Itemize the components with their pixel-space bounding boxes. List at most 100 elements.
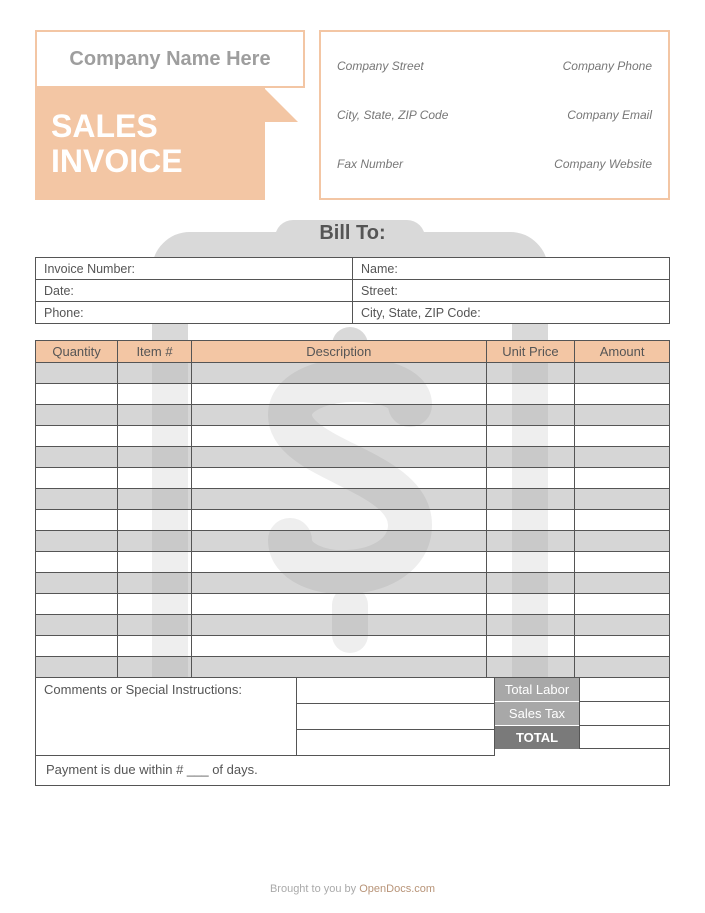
sales-tax-value (579, 702, 669, 726)
col-quantity: Quantity (36, 341, 118, 363)
table-cell (36, 405, 118, 426)
table-cell (575, 552, 670, 573)
table-cell (486, 447, 574, 468)
table-cell (486, 426, 574, 447)
table-row (36, 636, 670, 657)
table-cell (118, 426, 192, 447)
table-cell (575, 531, 670, 552)
table-cell (118, 657, 192, 678)
company-website-label: Company Website (554, 157, 652, 171)
table-cell (575, 489, 670, 510)
table-row (36, 615, 670, 636)
table-cell (486, 657, 574, 678)
table-cell (486, 615, 574, 636)
table-cell (118, 594, 192, 615)
table-cell (36, 552, 118, 573)
company-email-label: Company Email (567, 108, 652, 122)
table-cell (36, 510, 118, 531)
table-row (36, 657, 670, 678)
table-cell (191, 594, 486, 615)
comments-label: Comments or Special Instructions: (36, 678, 297, 756)
table-cell (575, 405, 670, 426)
table-row (36, 510, 670, 531)
table-cell (191, 363, 486, 384)
table-cell (36, 636, 118, 657)
title-line-1: SALES (51, 109, 265, 144)
footer-link: OpenDocs.com (359, 883, 435, 895)
document-title: SALES INVOICE (35, 88, 265, 200)
table-cell (118, 489, 192, 510)
bill-name-label: Name: (353, 258, 670, 280)
table-cell (36, 489, 118, 510)
table-cell (191, 468, 486, 489)
total-labor-value (579, 678, 669, 702)
table-cell (191, 405, 486, 426)
comments-area (297, 678, 495, 756)
table-row (36, 363, 670, 384)
table-cell (36, 573, 118, 594)
bill-to-table: Invoice Number: Name: Date: Street: Phon… (35, 257, 670, 324)
table-cell (486, 363, 574, 384)
table-cell (575, 468, 670, 489)
bill-street-label: Street: (353, 280, 670, 302)
table-cell (191, 531, 486, 552)
table-row (36, 594, 670, 615)
table-cell (118, 531, 192, 552)
table-cell (575, 594, 670, 615)
table-cell (486, 510, 574, 531)
table-cell (191, 573, 486, 594)
table-cell (118, 363, 192, 384)
table-cell (191, 489, 486, 510)
company-fax-label: Fax Number (337, 157, 403, 171)
table-cell (191, 552, 486, 573)
sales-tax-label: Sales Tax (495, 702, 579, 726)
company-city-label: City, State, ZIP Code (337, 108, 448, 122)
company-info-box: Company Street Company Phone City, State… (319, 30, 670, 200)
bill-city-label: City, State, ZIP Code: (353, 302, 670, 324)
title-line-2: INVOICE (51, 144, 265, 179)
table-cell (36, 531, 118, 552)
table-cell (486, 552, 574, 573)
table-cell (575, 657, 670, 678)
payment-terms: Payment is due within # ___ of days. (35, 756, 670, 786)
bill-date-label: Date: (36, 280, 353, 302)
table-cell (36, 363, 118, 384)
table-cell (36, 615, 118, 636)
table-cell (486, 636, 574, 657)
table-cell (575, 384, 670, 405)
table-row (36, 405, 670, 426)
company-street-label: Company Street (337, 59, 424, 73)
table-cell (118, 636, 192, 657)
table-cell (486, 468, 574, 489)
footer-credit: Brought to you by OpenDocs.com (0, 883, 705, 895)
bill-invoice-number-label: Invoice Number: (36, 258, 353, 280)
table-cell (36, 426, 118, 447)
table-row (36, 573, 670, 594)
grand-total-label: TOTAL (495, 726, 579, 749)
table-cell (118, 384, 192, 405)
table-cell (118, 510, 192, 531)
table-cell (486, 594, 574, 615)
grand-total-value (579, 726, 669, 749)
col-amount: Amount (575, 341, 670, 363)
col-unit-price: Unit Price (486, 341, 574, 363)
table-cell (191, 636, 486, 657)
col-description: Description (191, 341, 486, 363)
table-cell (191, 510, 486, 531)
table-cell (118, 447, 192, 468)
table-cell (36, 657, 118, 678)
table-cell (118, 552, 192, 573)
table-cell (118, 405, 192, 426)
table-cell (575, 573, 670, 594)
table-cell (36, 594, 118, 615)
company-phone-label: Company Phone (563, 59, 652, 73)
table-cell (191, 447, 486, 468)
table-cell (191, 384, 486, 405)
footer-prefix: Brought to you by (270, 883, 359, 895)
table-cell (118, 468, 192, 489)
items-table: Quantity Item # Description Unit Price A… (35, 340, 670, 678)
table-cell (486, 405, 574, 426)
table-cell (486, 489, 574, 510)
table-cell (36, 384, 118, 405)
table-cell (575, 510, 670, 531)
